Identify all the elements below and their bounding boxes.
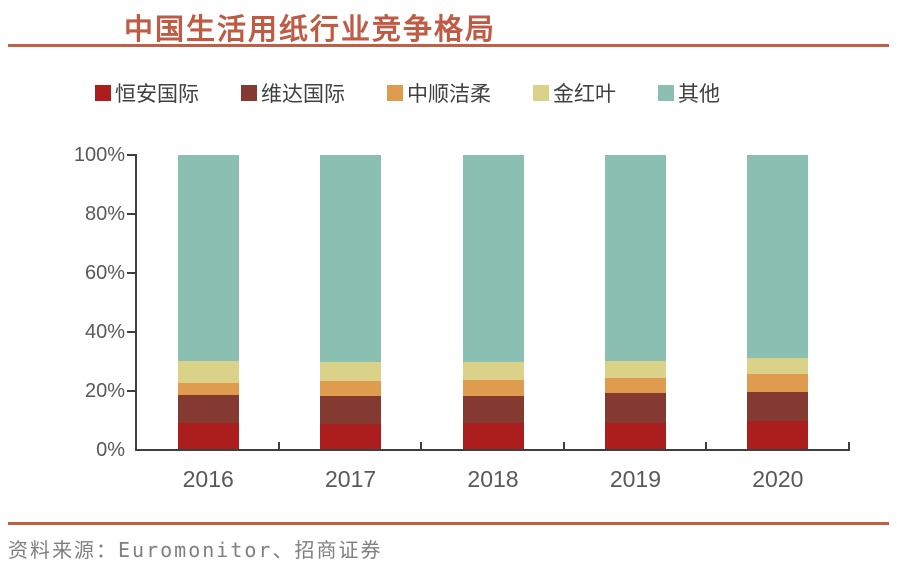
bar-2016 (177, 155, 239, 449)
bar-segment-金红叶 (462, 362, 524, 380)
chart-title: 中国生活用纸行业竞争格局 (124, 14, 497, 46)
y-axis-label: 20% (84, 380, 125, 402)
y-tick (127, 154, 135, 156)
bar-segment-其他 (604, 155, 666, 361)
legend-item-2: 中顺洁柔 (387, 78, 491, 108)
bar-segment-维达国际 (320, 396, 382, 425)
x-axis-labels: 2016 2017 2018 2019 2020 (137, 466, 849, 493)
legend-swatch-icon (241, 85, 257, 101)
plot-area (137, 155, 849, 449)
x-tick (848, 442, 850, 450)
bar-2019 (604, 155, 666, 449)
y-axis-label: 40% (84, 321, 125, 343)
bar-segment-其他 (177, 155, 239, 361)
legend-item-4: 其他 (658, 78, 720, 108)
legend-swatch-icon (658, 85, 674, 101)
legend-item-1: 维达国际 (241, 78, 345, 108)
legend-label: 中顺洁柔 (407, 82, 491, 106)
legend-item-3: 金红叶 (533, 78, 616, 108)
bar-slot-2018 (422, 155, 564, 449)
bar-segment-中顺洁柔 (604, 378, 666, 394)
legend-swatch-icon (533, 85, 549, 101)
x-axis-line (135, 449, 850, 451)
legend-label: 金红叶 (553, 82, 616, 106)
y-tick (127, 331, 135, 333)
x-axis-label: 2020 (752, 466, 804, 492)
bar-segment-金红叶 (604, 360, 666, 379)
x-tick (420, 442, 423, 450)
bar-segment-中顺洁柔 (747, 374, 809, 392)
bar-segment-恒安国际 (177, 422, 239, 449)
x-axis-label: 2018 (467, 466, 519, 492)
source-note: 资料来源：Euromonitor、招商证券 (8, 538, 383, 562)
y-axis-label: 100% (73, 144, 125, 166)
y-axis-label: 60% (84, 262, 125, 284)
legend-label: 维达国际 (261, 82, 345, 106)
bar-segment-恒安国际 (604, 422, 666, 449)
bar-segment-维达国际 (177, 394, 239, 423)
y-tick (127, 390, 135, 392)
legend-label: 其他 (678, 82, 720, 106)
y-axis-line (135, 154, 137, 451)
bar-segment-中顺洁柔 (177, 382, 239, 395)
bar-2017 (320, 155, 382, 449)
x-tick (705, 442, 708, 450)
bar-2018 (462, 155, 524, 449)
y-tick (127, 213, 135, 215)
y-tick (127, 272, 135, 274)
bar-segment-恒安国际 (320, 424, 382, 449)
legend: 恒安国际 维达国际 中顺洁柔 金红叶 其他 (95, 80, 720, 106)
bar-segment-金红叶 (320, 362, 382, 382)
legend-swatch-icon (387, 85, 403, 101)
bar-segment-恒安国际 (462, 422, 524, 449)
bar-segment-恒安国际 (747, 421, 809, 449)
bar-slot-2017 (279, 155, 421, 449)
bar-segment-维达国际 (462, 396, 524, 423)
y-axis-label: 80% (84, 203, 125, 225)
bar-segment-中顺洁柔 (320, 381, 382, 397)
bar-segment-维达国际 (604, 393, 666, 423)
bar-slot-2019 (564, 155, 706, 449)
bar-segment-金红叶 (747, 357, 809, 375)
legend-swatch-icon (95, 85, 111, 101)
bar-slot-2020 (707, 155, 849, 449)
bar-slot-2016 (137, 155, 279, 449)
y-axis-label: 0% (96, 439, 125, 461)
bar-segment-其他 (320, 155, 382, 363)
legend-label: 恒安国际 (115, 82, 199, 106)
footer-divider (8, 522, 889, 525)
title-divider (8, 44, 889, 47)
bar-segment-其他 (462, 155, 524, 363)
x-tick (562, 442, 565, 450)
x-axis-label: 2019 (609, 466, 661, 492)
bar-segment-维达国际 (747, 391, 809, 422)
bar-2020 (747, 155, 809, 449)
x-axis-label: 2016 (182, 466, 234, 492)
x-axis-label: 2017 (325, 466, 377, 492)
bar-segment-金红叶 (177, 360, 239, 383)
bar-segment-中顺洁柔 (462, 379, 524, 397)
bar-segment-其他 (747, 155, 809, 358)
x-tick (277, 442, 280, 450)
legend-item-0: 恒安国际 (95, 78, 199, 108)
